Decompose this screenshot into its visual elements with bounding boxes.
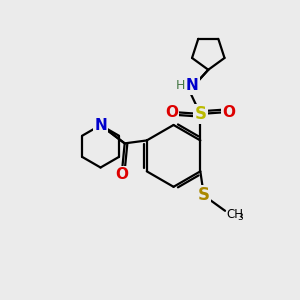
Text: N: N — [94, 118, 107, 133]
Text: N: N — [186, 79, 199, 94]
Text: S: S — [198, 187, 210, 205]
Text: N: N — [94, 118, 107, 133]
Text: O: O — [115, 167, 128, 182]
Text: O: O — [165, 105, 178, 120]
Text: 3: 3 — [237, 213, 243, 222]
Text: O: O — [222, 105, 236, 120]
Text: CH: CH — [226, 208, 244, 221]
Text: H: H — [176, 79, 185, 92]
Text: S: S — [194, 105, 206, 123]
